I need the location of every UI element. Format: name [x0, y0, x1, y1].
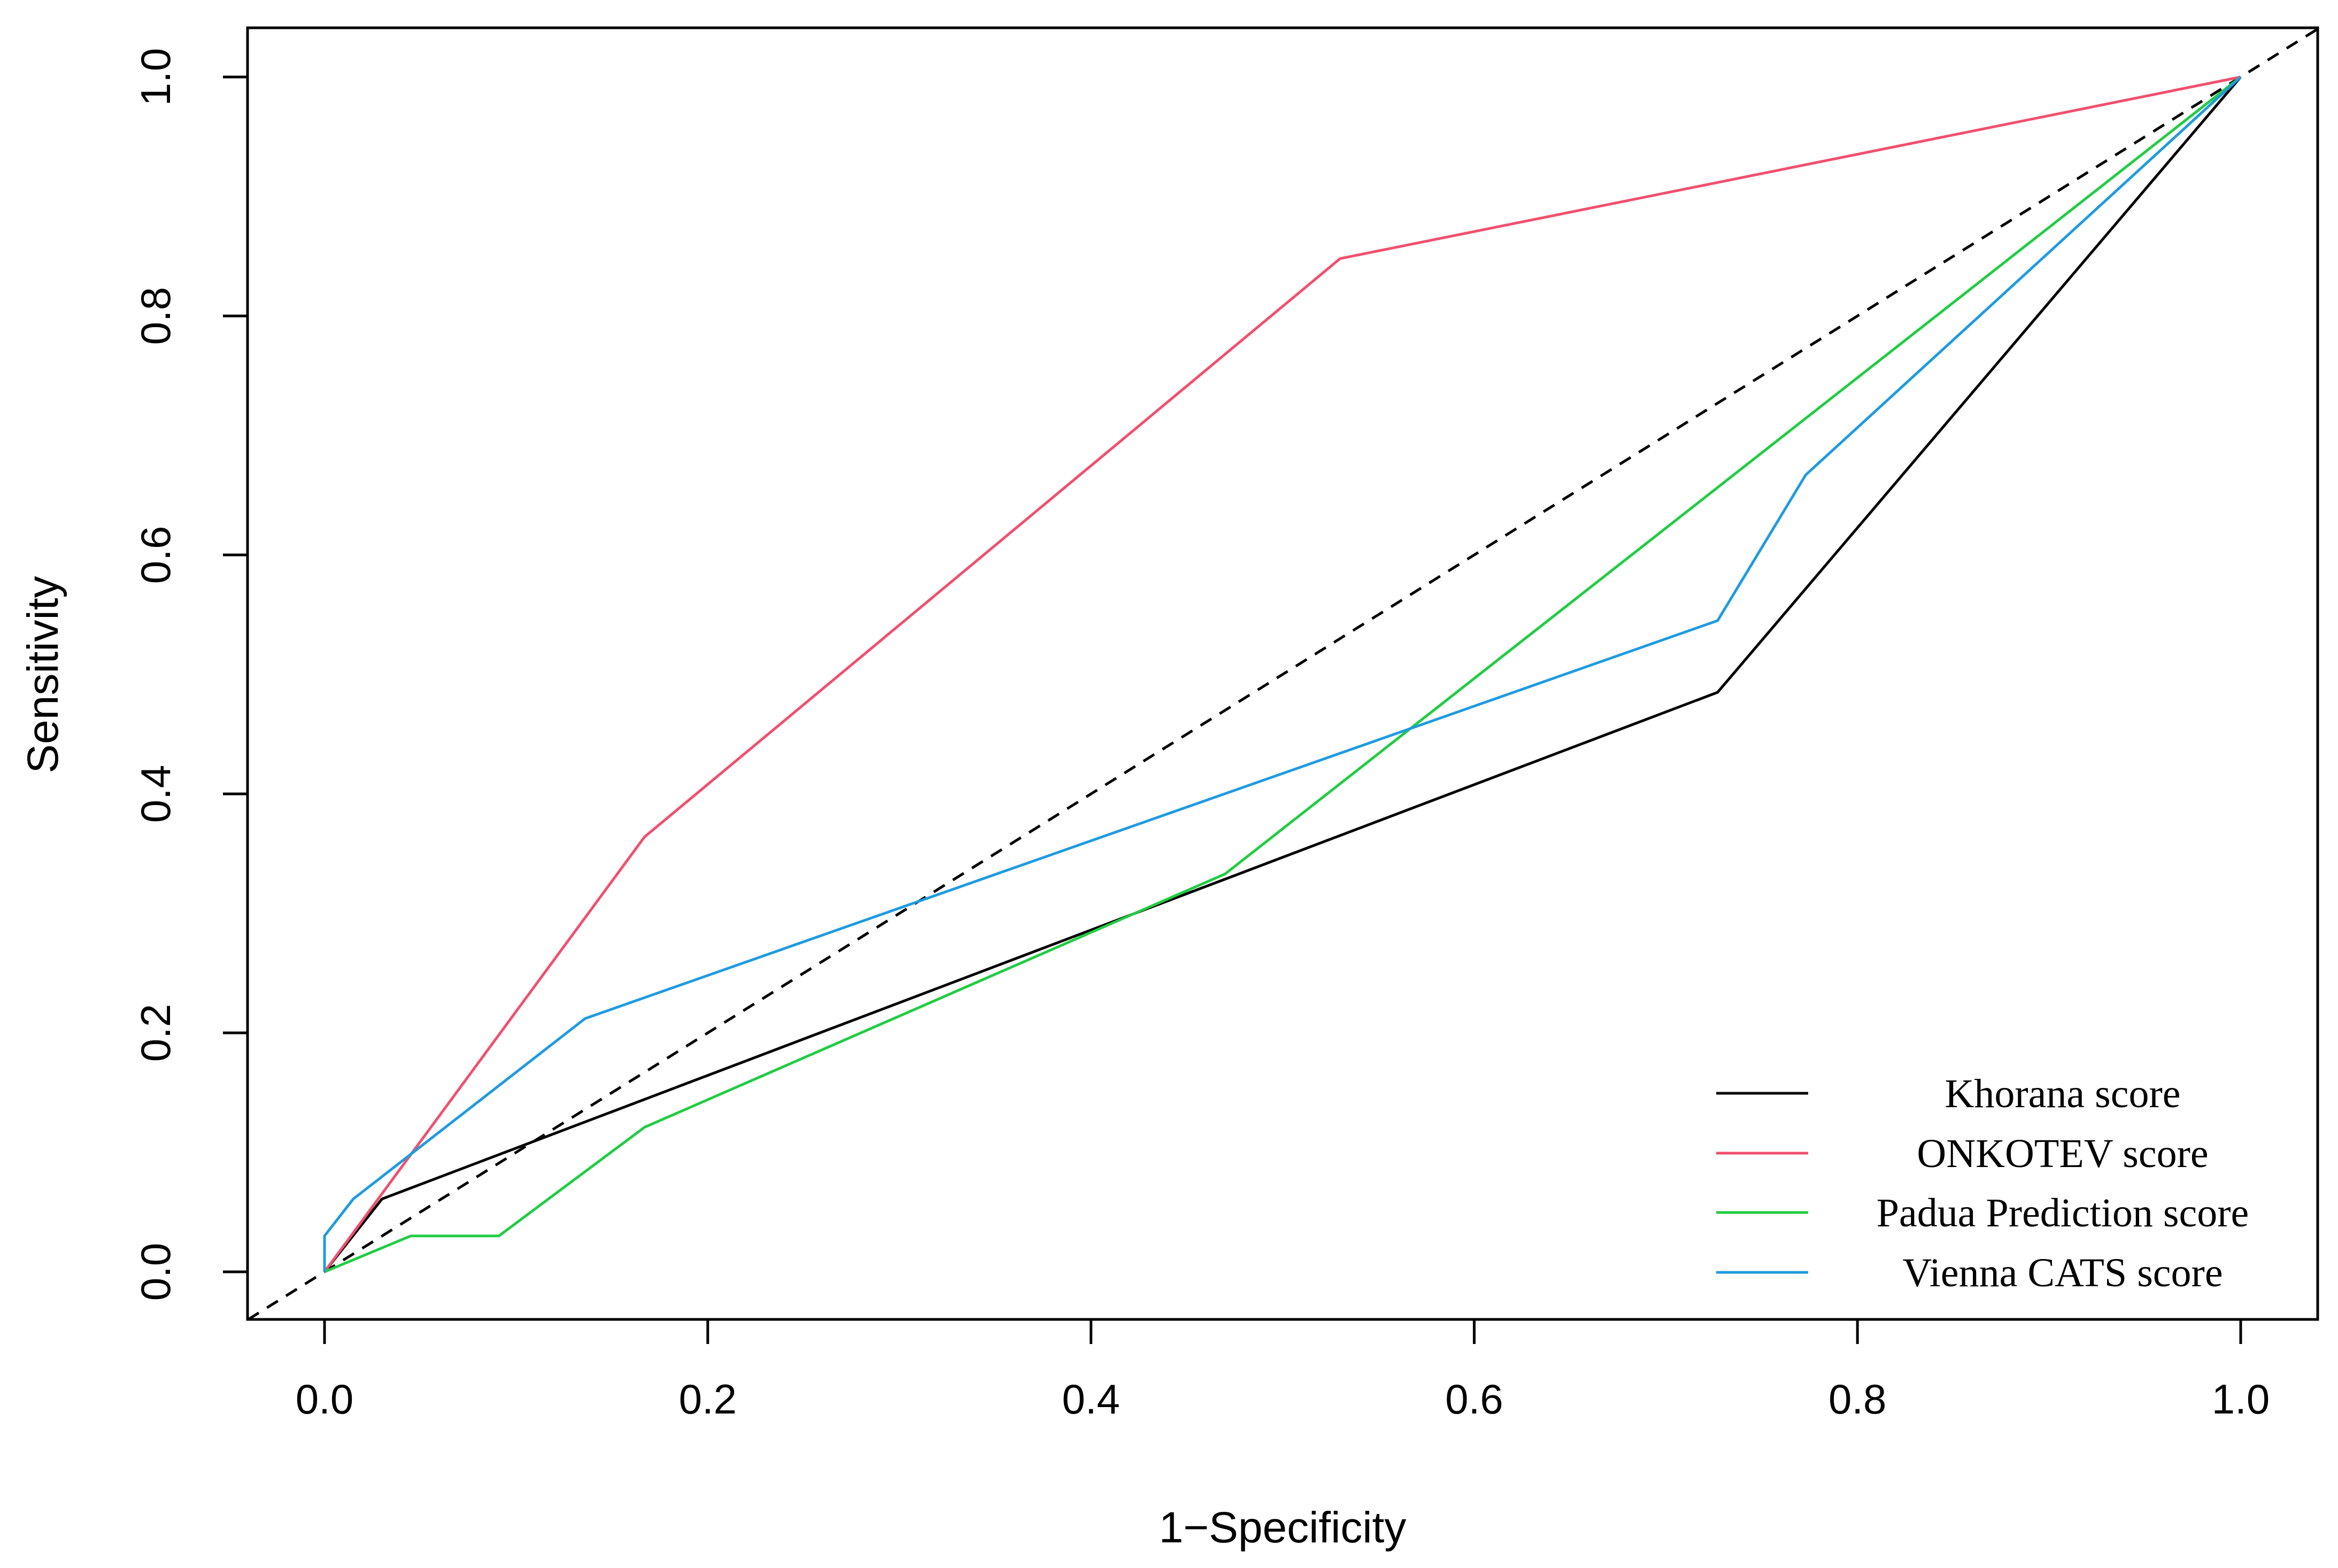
series-line-padua-prediction-score [324, 76, 2242, 1273]
y-axis: 0.0 0.2 0.4 0.6 0.8 1.0 [132, 48, 249, 1301]
y-tick-label: 1.0 [132, 48, 179, 106]
x-tick-label: 0.0 [296, 1376, 353, 1423]
x-tick-label: 0.4 [1062, 1376, 1120, 1423]
y-tick-label: 0.6 [132, 526, 179, 584]
x-tick-label: 0.8 [1828, 1376, 1886, 1423]
y-tick-label: 0.8 [132, 287, 179, 345]
series-line-khorana-score [323, 76, 2242, 1273]
x-tick-label: 0.6 [1445, 1376, 1503, 1423]
series-line-vienna-cats-score [323, 76, 2242, 1272]
y-tick-label: 0.4 [132, 765, 179, 823]
series-line-onkotev-score [323, 75, 2241, 1273]
x-tick-label: 1.0 [2212, 1376, 2270, 1423]
reference-diagonal-line [248, 28, 2318, 1319]
x-axis: 0.0 0.2 0.4 0.6 0.8 1.0 [296, 1318, 2270, 1423]
y-tick-label: 0.2 [132, 1004, 179, 1062]
legend-label: Vienna CATS score [1902, 1250, 2223, 1295]
legend-label: Padua Prediction score [1877, 1191, 2249, 1235]
x-tick-label: 0.2 [679, 1376, 737, 1423]
legend: Khorana score ONKOTEV score Padua Predicti… [1716, 1071, 2249, 1295]
y-tick-label: 0.0 [132, 1243, 179, 1301]
legend-label: Khorana score [1945, 1071, 2180, 1116]
y-axis-title: Sensitivity [19, 576, 67, 773]
legend-label: ONKOTEV score [1917, 1131, 2208, 1176]
x-axis-title: 1−Specificity [1159, 1503, 1407, 1552]
